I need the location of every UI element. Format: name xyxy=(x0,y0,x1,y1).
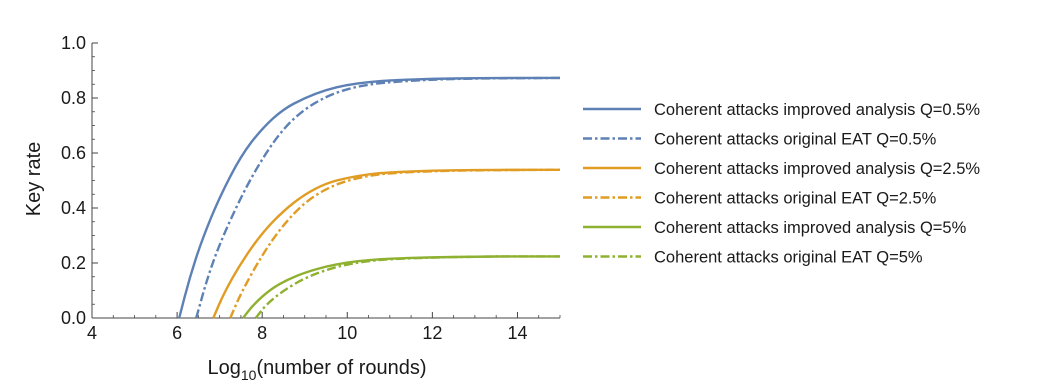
y-tick-label: 0.4 xyxy=(61,198,86,218)
y-tick-label: 1.0 xyxy=(61,33,86,53)
y-tick-label: 0.6 xyxy=(61,143,86,163)
y-tick-label: 0.2 xyxy=(61,253,86,273)
y-tick-label: 0.0 xyxy=(61,308,86,328)
legend-label-2: Coherent attacks original EAT Q=0.5% xyxy=(654,131,937,149)
x-tick-label: 6 xyxy=(172,323,182,343)
y-tick-label: 0.8 xyxy=(61,88,86,108)
series-line-6 xyxy=(254,255,560,319)
legend-label-6: Coherent attacks original EAT Q=5% xyxy=(654,249,923,267)
x-tick-label: 14 xyxy=(507,323,527,343)
x-tick-label: 10 xyxy=(337,323,357,343)
legend-label-5: Coherent attacks improved analysis Q=5% xyxy=(654,219,967,237)
y-axis-title: Key rate xyxy=(23,142,45,216)
x-axis-title: Log10(number of rounds) xyxy=(207,357,426,383)
x-axis-title-subscript: 10 xyxy=(241,367,257,383)
series-line-2 xyxy=(195,76,561,319)
series-layer xyxy=(178,76,561,319)
x-tick-label: 4 xyxy=(87,323,97,343)
series-line-4 xyxy=(229,168,561,319)
legend: Coherent attacks improved analysis Q=0.5… xyxy=(583,101,980,267)
legend-label-4: Coherent attacks original EAT Q=2.5% xyxy=(654,190,937,208)
x-axis-title-main: Log xyxy=(207,357,240,379)
x-axis-title-rest: (number of rounds) xyxy=(256,357,426,379)
x-tick-label: 12 xyxy=(422,323,442,343)
series-line-3 xyxy=(212,168,560,319)
series-line-1 xyxy=(178,76,560,319)
x-tick-label: 8 xyxy=(257,323,267,343)
legend-label-3: Coherent attacks improved analysis Q=2.5… xyxy=(654,160,980,178)
axes: 4 6 8 10 12 14 0.0 0.2 0.4 0.6 0.8 1.0 xyxy=(61,33,561,343)
legend-label-1: Coherent attacks improved analysis Q=0.5… xyxy=(654,101,980,119)
